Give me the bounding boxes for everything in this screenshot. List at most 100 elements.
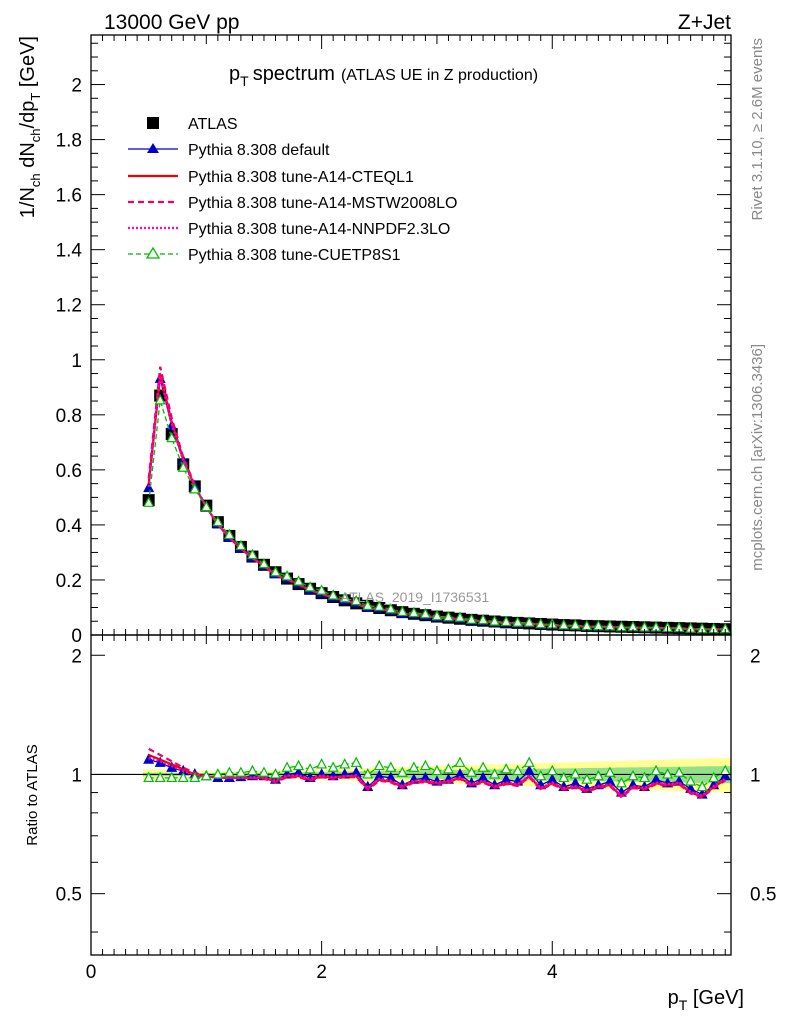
series-4-main-point <box>339 591 351 603</box>
series-4-ratio-point <box>523 756 535 767</box>
series-4-main-point <box>258 557 270 569</box>
series-4-main-point <box>454 611 466 622</box>
series-4-main-point <box>385 602 397 614</box>
series-4-ratio-point <box>246 764 258 776</box>
series-4-main-point <box>512 616 524 627</box>
series-4-ratio-point <box>154 771 166 783</box>
legend: ATLAS Pythia 8.308 default Pythia 8.308 … <box>128 116 457 264</box>
series-4-ratio-point <box>235 766 247 777</box>
series-4-main-point <box>558 619 570 630</box>
series-4-main-point <box>316 584 328 595</box>
series-4-ratio-point <box>385 761 397 772</box>
series-4-ratio-point <box>373 759 385 771</box>
series-4-ratio-point <box>535 769 547 781</box>
y-tick-label-ratio-left: 1 <box>71 765 82 786</box>
series-4-main-point <box>177 461 189 472</box>
series-4-ratio-point <box>512 764 524 776</box>
series-4-ratio-point <box>327 761 339 772</box>
series-4-ratio-point <box>419 759 431 771</box>
series-3-ratio-line <box>148 757 726 797</box>
legend-marker-cuetp8s1 <box>145 246 161 259</box>
y-tick-label-main: 0.6 <box>56 461 82 482</box>
series-4-ratio-point <box>408 761 420 772</box>
series-4-ratio-point <box>166 771 178 783</box>
series-4-ratio-point <box>558 771 570 783</box>
series-4-main-point <box>362 599 374 610</box>
y-tick-label-ratio-right: 0.5 <box>750 885 776 906</box>
series-4-ratio-point <box>442 763 454 774</box>
energy-label: 13000 GeV pp <box>104 11 239 34</box>
y-tick-label-ratio-right: 2 <box>750 646 761 667</box>
series-4-ratio-point <box>592 769 604 781</box>
process-label: Z+Jet <box>678 11 731 34</box>
series-4-ratio-point <box>200 769 212 781</box>
series-4-ratio-point <box>685 775 697 786</box>
legend-data-marker <box>147 117 159 129</box>
legend-label-nnpdf: Pythia 8.308 tune-A14-NNPDF2.3LO <box>188 221 450 238</box>
legend-label-default: Pythia 8.308 default <box>188 142 330 159</box>
series-3-main-line <box>147 376 726 631</box>
series-2-ratio-line <box>148 747 726 799</box>
series-4-ratio-point <box>662 768 674 779</box>
mcplots-label: mcplots.cern.ch [arXiv:1306.3436] <box>749 344 766 571</box>
series-4-ratio-point <box>615 776 627 788</box>
y-tick-label-main: 1.4 <box>56 241 83 262</box>
series-4-main-point <box>281 570 293 581</box>
series-4-ratio-point <box>281 761 293 772</box>
series-4-main-point <box>270 565 282 577</box>
x-axis-label: pT [GeV] <box>668 987 744 1013</box>
series-4-ratio-point <box>466 766 478 777</box>
x-tick-label: 0 <box>86 962 97 983</box>
rivet-label: Rivet 3.1.10, ≥ 2.6M events <box>749 38 766 221</box>
series-4-ratio-point <box>454 756 466 767</box>
series-4-ratio-point <box>143 771 155 783</box>
series-4-ratio-point <box>546 764 558 776</box>
series-4-ratio-point <box>258 766 270 777</box>
legend-marker-default <box>147 143 159 153</box>
series-4-ratio-point <box>339 758 351 769</box>
series-4-ratio-point <box>500 763 512 774</box>
series-4-ratio-point <box>212 768 224 779</box>
y-tick-label-ratio-left: 0.5 <box>56 885 82 906</box>
y-tick-label-ratio-right: 1 <box>750 765 761 786</box>
series-4-ratio-point <box>673 766 685 777</box>
analysis-watermark: ATLAS_2019_I1736531 <box>341 589 490 605</box>
series-4-main-point <box>154 394 166 405</box>
series-4-ratio-point <box>350 756 362 767</box>
series-0-main-point <box>143 481 155 493</box>
series-4-main-point <box>442 610 454 622</box>
series-4-ratio-point <box>316 758 328 769</box>
series-4-ratio-point <box>639 771 651 783</box>
series-4-ratio-point <box>604 766 616 777</box>
series-4-ratio-point <box>708 771 720 783</box>
series-4-main-point <box>419 607 431 619</box>
series-4-ratio-point <box>569 768 581 779</box>
series-4-ratio-point <box>627 769 639 781</box>
series-4-ratio-point <box>431 764 443 776</box>
chart-title: pT spectrum (ATLAS UE in Z production) <box>229 63 538 89</box>
series-4-ratio-point <box>362 768 374 779</box>
y-tick-label-main: 0.2 <box>56 571 82 592</box>
y-tick-label-main: 2 <box>71 76 82 97</box>
series-4-main-point <box>466 613 478 624</box>
series-4-main-point <box>408 606 420 618</box>
series-4-ratio-point <box>396 766 408 777</box>
y-tick-label-main: 0 <box>71 626 82 647</box>
series-4-ratio-point <box>696 780 708 792</box>
legend-label-mstw: Pythia 8.308 tune-A14-MSTW2008LO <box>188 195 457 212</box>
series-4-ratio-point <box>223 766 235 777</box>
series-4-main-point <box>246 548 258 560</box>
series-4-ratio-point <box>489 768 501 779</box>
series-4-main-point <box>327 589 339 600</box>
series-4-ratio-point <box>304 763 316 774</box>
series-4-main-point <box>223 528 235 540</box>
ratio-y-axis-label: Ratio to ATLAS <box>24 744 41 845</box>
legend-label-cuetp8s1: Pythia 8.308 tune-CUETP8S1 <box>188 247 401 264</box>
main-y-axis-label: 1/Nch dNch/dpT [GeV] <box>17 36 43 218</box>
series-4-main-point <box>235 539 247 551</box>
legend-label-cteql1: Pythia 8.308 tune-A14-CTEQL1 <box>188 169 414 186</box>
series-4-main-point <box>489 615 501 626</box>
series-0-ratio-point <box>719 769 731 781</box>
